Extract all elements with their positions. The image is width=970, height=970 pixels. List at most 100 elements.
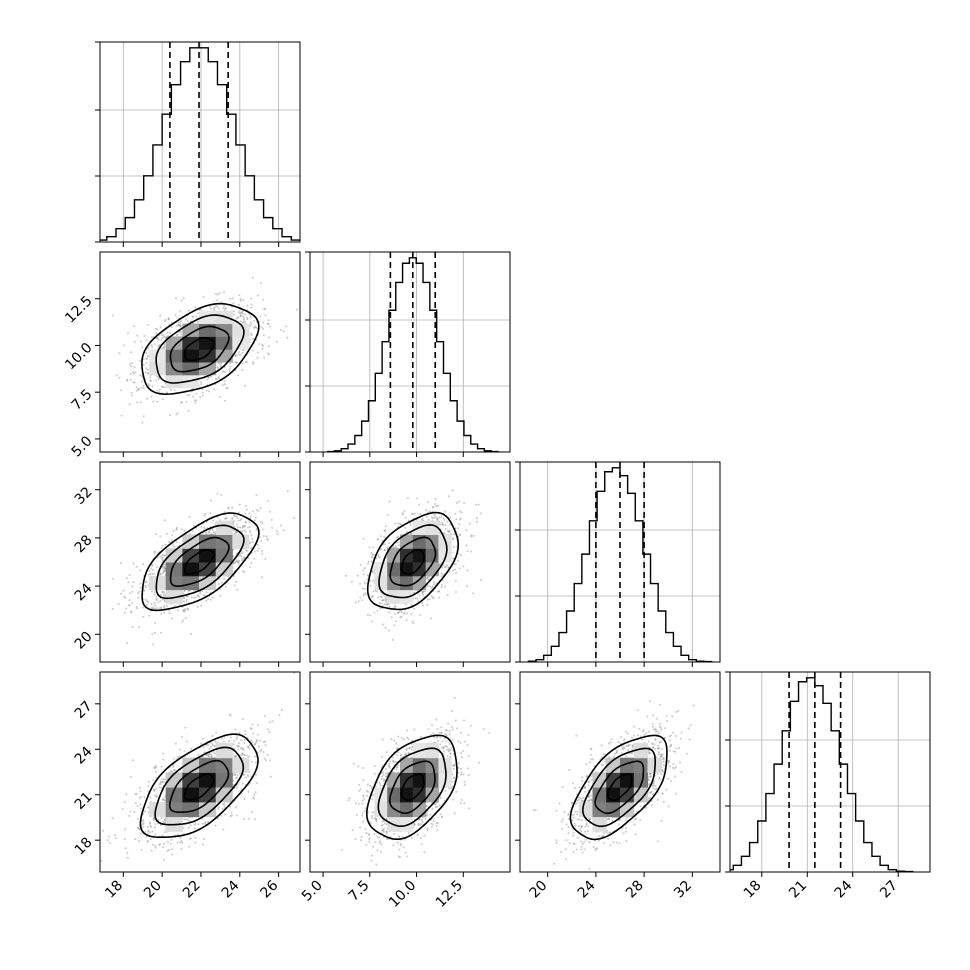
scatter-point [427,518,430,521]
scatter-point [209,307,212,310]
scatter-point [147,780,150,783]
contour-line [169,536,230,588]
scatter-point [246,318,249,321]
scatter-point [253,557,256,560]
scatter-point [416,597,419,600]
scatter-point [249,529,252,532]
scatter-point [447,530,450,533]
scatter-point [235,515,238,518]
scatter-point [399,522,402,525]
scatter-point [182,610,185,613]
scatter-point [161,386,164,388]
scatter-point [130,611,132,614]
scatter-point [139,582,142,585]
y-tick-label: 7.5 [69,387,96,414]
scatter-point [406,496,409,499]
scatter-point [173,545,176,548]
scatter-point [124,847,127,850]
scatter-point [160,606,163,609]
scatter-point [397,525,400,528]
scatter-point [386,513,389,516]
scatter-point [241,362,244,365]
scatter-point [234,353,237,356]
scatter-point [426,598,429,601]
scatter-point [163,594,166,597]
scatter-point [129,378,132,381]
scatter-point [393,606,396,608]
scatter-point [235,355,238,358]
scatter-point [160,631,162,634]
scatter-point [190,837,193,840]
panel-frame [309,461,511,663]
scatter-point [163,345,166,348]
scatter-point [435,582,438,585]
scatter-point [217,307,220,310]
scatter-point [147,383,150,386]
scatter-point [139,374,142,377]
scatter-point [393,612,396,615]
density-cell [387,548,401,563]
scatter-point [237,353,240,356]
scatter-point [388,542,390,544]
density-cell [412,562,427,577]
scatter-point [377,596,380,599]
scatter-point [158,607,161,610]
scatter-point [213,308,216,311]
scatter-point [384,548,386,551]
scatter-point [111,608,114,611]
scatter-point [161,556,164,559]
scatter-point [185,317,187,320]
scatter-point [161,591,164,594]
scatter-point [148,569,151,572]
scatter-point [475,503,478,506]
scatter-point [161,778,164,781]
scatter-point [134,371,137,374]
scatter-point [434,512,437,515]
scatter-point [161,336,164,339]
scatter-point [207,376,210,379]
density-cell [165,562,183,577]
scatter-point [232,302,235,305]
scatter-point [155,795,158,798]
scatter-point [217,806,220,809]
scatter-point [156,376,159,378]
scatter-point [247,526,249,529]
scatter-point [188,393,191,396]
scatter-point [232,297,234,300]
scatter-point [268,336,271,339]
scatter-point [142,363,145,366]
scatter-point [235,361,238,364]
scatter-point [163,799,166,802]
scatter-point [160,334,163,337]
scatter-point [249,338,251,341]
scatter-point [160,547,163,549]
scatter-point [379,602,382,605]
scatter-point [209,512,212,515]
scatter-point [440,515,443,518]
scatter-point [426,603,429,606]
scatter-point [239,526,242,529]
scatter-point [363,593,366,596]
scatter-point [195,399,198,402]
scatter-point [163,554,166,557]
scatter-point [211,743,214,746]
scatter-point [174,314,177,317]
scatter-point [183,600,185,603]
scatter-point [476,520,478,523]
scatter-point [433,514,435,517]
scatter-point [434,515,437,518]
scatter-point [159,593,162,596]
scatter-point [452,538,454,541]
scatter-point [141,375,144,378]
scatter-point [252,326,255,329]
scatter-point [361,587,364,590]
scatter-point [168,540,170,543]
scatter-point [161,545,164,547]
scatter-point [159,555,162,558]
scatter-point [156,337,159,340]
scatter-point [234,361,237,364]
scatter-point [235,560,238,563]
scatter-point [242,320,245,323]
contour-line [366,511,459,611]
scatter-point [149,376,152,379]
